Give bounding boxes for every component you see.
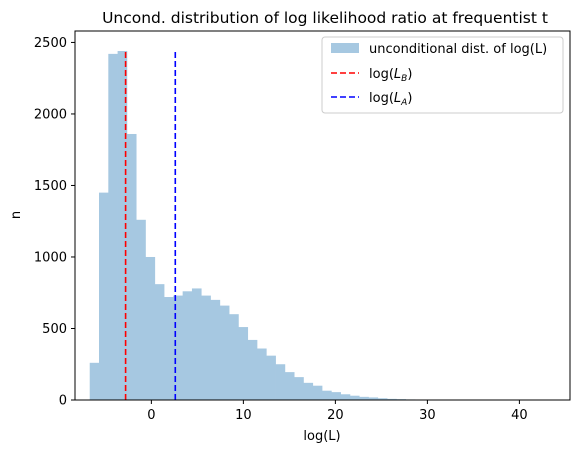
- histogram-bar: [377, 398, 388, 400]
- x-tick-label: 10: [235, 408, 252, 423]
- histogram-bar: [312, 385, 323, 400]
- x-tick-label: 20: [327, 408, 344, 423]
- histogram-bars: [89, 51, 555, 401]
- y-tick-label: 2500: [34, 36, 67, 51]
- x-tick-label: 0: [147, 408, 155, 423]
- histogram-bar: [219, 305, 230, 400]
- x-axis-label: log(L): [303, 429, 340, 444]
- histogram-bar: [99, 192, 109, 400]
- chart-title: Uncond. distribution of log likelihood r…: [102, 9, 548, 27]
- histogram-bar: [201, 295, 211, 400]
- histogram-bar: [284, 372, 295, 400]
- histogram-bar: [117, 51, 128, 401]
- histogram-bar: [154, 284, 165, 400]
- histogram-bar: [145, 256, 156, 400]
- histogram-bar: [229, 314, 239, 400]
- histogram-bar: [368, 397, 379, 400]
- histogram-bar: [256, 348, 267, 400]
- histogram-bar: [303, 382, 314, 400]
- y-tick-label: 0: [59, 394, 67, 409]
- y-axis-ticks: 0 500 1000 1500 2000 2500: [34, 36, 75, 409]
- histogram-bar: [238, 327, 249, 400]
- histogram-bar: [294, 377, 304, 400]
- plot-frame: [74, 30, 571, 401]
- y-axis-label: n: [9, 211, 24, 219]
- x-axis-ticks: 0 10 20 30 40: [147, 400, 528, 423]
- histogram-bar: [331, 392, 341, 400]
- legend-box: [321, 36, 564, 114]
- histogram-bar: [322, 390, 332, 400]
- histogram-bar: [247, 339, 258, 400]
- x-tick-label: 40: [511, 408, 528, 423]
- histogram-bar: [349, 395, 360, 400]
- x-tick-label: 30: [419, 408, 436, 423]
- y-tick-label: 2000: [34, 107, 67, 122]
- histogram-bar: [266, 355, 276, 400]
- histogram-bar: [340, 394, 351, 400]
- y-tick-label: 500: [42, 322, 67, 337]
- histogram-bar: [275, 364, 286, 400]
- histogram-bar: [173, 295, 183, 400]
- legend-patch-histogram: [331, 43, 359, 53]
- histogram-bar: [89, 362, 100, 400]
- histogram-bar: [136, 219, 146, 400]
- reference-lines: [124, 51, 177, 400]
- histogram-bar: [126, 133, 137, 401]
- legend-label-la: log(LA): [369, 91, 412, 108]
- histogram-bar: [164, 297, 174, 400]
- histogram-bar: [182, 291, 193, 400]
- histogram-bar: [387, 398, 397, 400]
- histogram-bar: [108, 53, 118, 400]
- legend-label-histogram: unconditional dist. of log(L): [369, 42, 547, 57]
- y-tick-label: 1000: [34, 250, 67, 265]
- y-tick-label: 1500: [34, 179, 67, 194]
- histogram-bar: [359, 396, 369, 400]
- legend-label-lb: log(LB): [369, 67, 412, 84]
- histogram-bar: [191, 288, 202, 400]
- histogram-bar: [210, 299, 221, 400]
- legend: unconditional dist. of log(L) log(LB) lo…: [321, 36, 564, 114]
